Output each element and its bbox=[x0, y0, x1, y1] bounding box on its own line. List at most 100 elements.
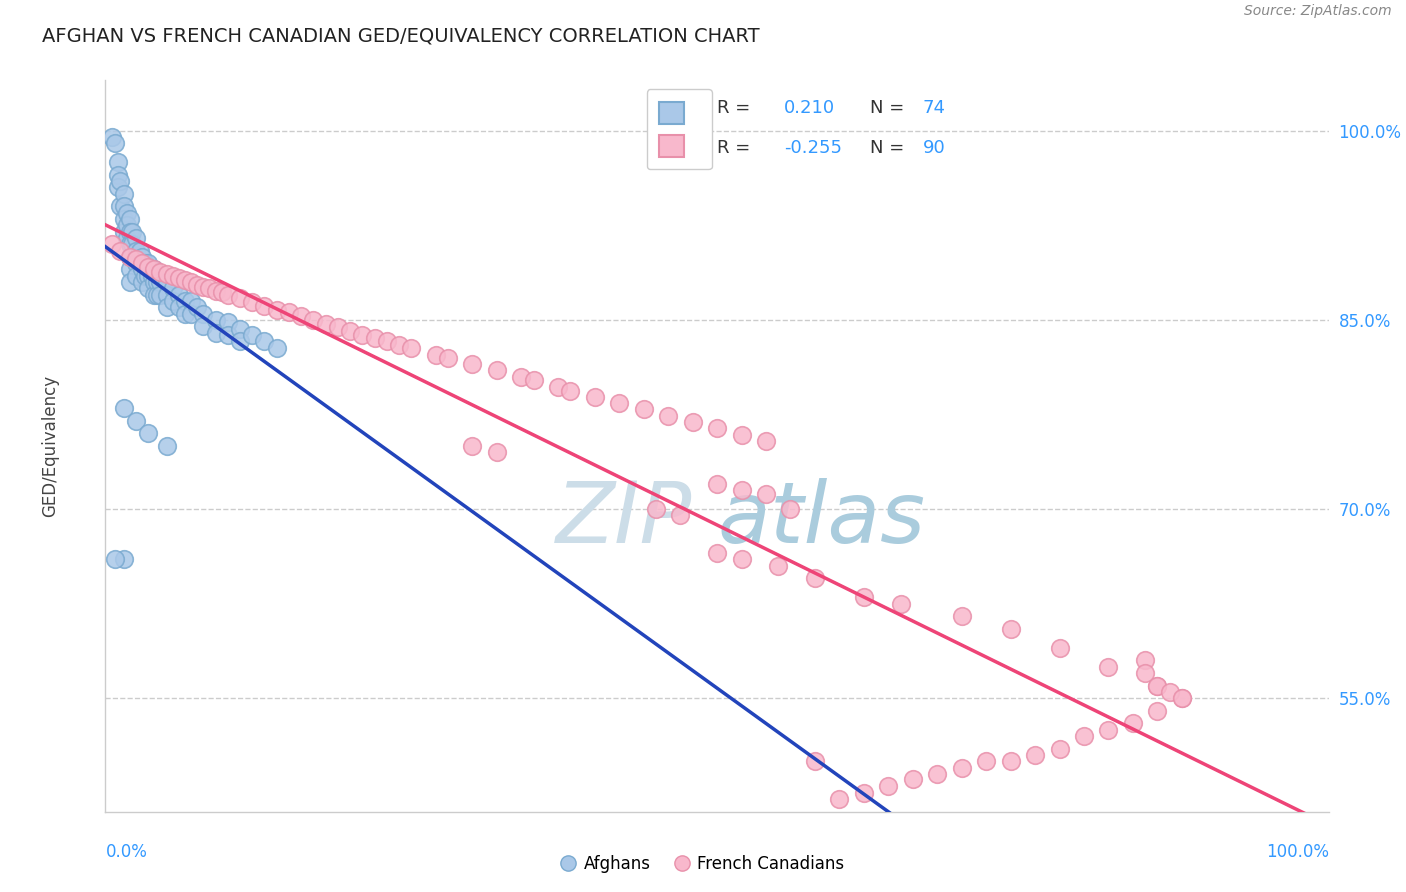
Point bbox=[149, 287, 172, 301]
Point bbox=[682, 415, 704, 429]
Point bbox=[143, 262, 166, 277]
Point bbox=[174, 307, 197, 321]
Point bbox=[1146, 679, 1168, 693]
Text: 100.0%: 100.0% bbox=[1265, 843, 1329, 862]
Text: Source: ZipAtlas.com: Source: ZipAtlas.com bbox=[1244, 4, 1392, 19]
Point bbox=[167, 287, 190, 301]
Point bbox=[253, 299, 276, 313]
Point bbox=[162, 281, 184, 295]
Text: GED/Equivalency: GED/Equivalency bbox=[41, 375, 59, 517]
Point bbox=[174, 272, 197, 286]
Point bbox=[112, 199, 135, 213]
Text: AFGHAN VS FRENCH CANADIAN GED/EQUIVALENCY CORRELATION CHART: AFGHAN VS FRENCH CANADIAN GED/EQUIVALENC… bbox=[42, 27, 759, 45]
Point bbox=[204, 284, 226, 298]
Point bbox=[118, 250, 141, 264]
Point bbox=[560, 384, 582, 398]
Point bbox=[755, 434, 778, 448]
Point bbox=[112, 401, 135, 416]
Point bbox=[877, 780, 900, 794]
Point bbox=[156, 275, 179, 289]
Point bbox=[1171, 691, 1194, 706]
Point bbox=[706, 421, 728, 435]
Point bbox=[363, 330, 385, 344]
Point bbox=[706, 476, 728, 491]
Point bbox=[657, 409, 679, 423]
Point bbox=[669, 508, 692, 523]
Point bbox=[118, 225, 141, 239]
Point bbox=[117, 231, 139, 245]
Point bbox=[510, 369, 533, 384]
Point bbox=[107, 180, 129, 194]
Point bbox=[730, 427, 752, 442]
Text: atlas: atlas bbox=[717, 477, 925, 561]
Point bbox=[401, 341, 423, 355]
Point bbox=[1146, 704, 1168, 718]
Point bbox=[149, 265, 172, 279]
Point bbox=[167, 271, 190, 285]
Legend: Afghans, French Canadians: Afghans, French Canadians bbox=[555, 848, 851, 880]
Point bbox=[107, 168, 129, 182]
Point bbox=[125, 414, 148, 428]
Point bbox=[315, 317, 337, 331]
Point bbox=[118, 212, 141, 227]
Point bbox=[125, 268, 148, 283]
Point bbox=[253, 334, 276, 349]
Point bbox=[117, 219, 139, 233]
Text: -0.255: -0.255 bbox=[785, 139, 842, 157]
Point bbox=[375, 334, 398, 349]
Point bbox=[1133, 665, 1156, 680]
Point bbox=[217, 287, 239, 301]
Point bbox=[104, 136, 127, 151]
Text: 90: 90 bbox=[922, 139, 945, 157]
Legend: , : , bbox=[647, 89, 711, 169]
Point bbox=[229, 334, 252, 349]
Point bbox=[485, 445, 508, 459]
Point bbox=[118, 262, 141, 277]
Point bbox=[118, 237, 141, 252]
Point bbox=[522, 373, 544, 387]
Point bbox=[198, 281, 221, 295]
Text: R =: R = bbox=[717, 99, 756, 117]
Point bbox=[768, 558, 790, 573]
Point bbox=[125, 231, 148, 245]
Point bbox=[302, 313, 325, 327]
Point bbox=[193, 307, 215, 321]
Point bbox=[156, 300, 179, 314]
Point bbox=[1097, 723, 1119, 737]
Point bbox=[583, 390, 606, 404]
Point bbox=[112, 552, 135, 566]
Point bbox=[828, 792, 851, 806]
Point bbox=[1000, 622, 1022, 636]
Point bbox=[112, 225, 135, 239]
Point bbox=[156, 439, 179, 453]
Point bbox=[1171, 691, 1194, 706]
Point bbox=[1049, 741, 1071, 756]
Point bbox=[388, 338, 411, 352]
Point bbox=[804, 571, 827, 585]
Point bbox=[121, 237, 143, 252]
Point bbox=[186, 277, 208, 292]
Point bbox=[547, 380, 569, 394]
Point bbox=[180, 293, 202, 308]
Point bbox=[804, 754, 827, 768]
Point bbox=[229, 292, 252, 306]
Point bbox=[100, 237, 122, 252]
Point bbox=[117, 205, 139, 219]
Point bbox=[125, 252, 148, 267]
Point bbox=[108, 199, 131, 213]
Point bbox=[1073, 729, 1095, 743]
Point bbox=[485, 363, 508, 377]
Point bbox=[950, 609, 973, 624]
Point bbox=[156, 268, 179, 282]
Point bbox=[240, 295, 263, 310]
Point bbox=[162, 268, 184, 283]
Point bbox=[167, 300, 190, 314]
Text: 0.0%: 0.0% bbox=[105, 843, 148, 862]
Point bbox=[131, 250, 153, 264]
Point bbox=[136, 268, 159, 283]
Point bbox=[156, 287, 179, 301]
Point bbox=[104, 552, 127, 566]
Point bbox=[186, 300, 208, 314]
Point bbox=[278, 305, 301, 319]
Point bbox=[730, 483, 752, 497]
